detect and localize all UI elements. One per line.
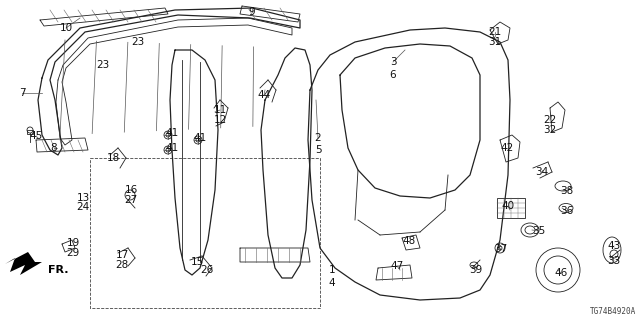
Text: 36: 36	[561, 206, 573, 216]
Text: 41: 41	[165, 143, 179, 153]
Text: 11: 11	[213, 105, 227, 115]
Text: 32: 32	[543, 125, 557, 135]
Text: 6: 6	[390, 70, 396, 80]
Text: 42: 42	[500, 143, 514, 153]
Text: 22: 22	[543, 115, 557, 125]
Text: 28: 28	[115, 260, 129, 270]
Text: TG74B4920A: TG74B4920A	[589, 307, 636, 316]
Text: 35: 35	[532, 226, 546, 236]
Polygon shape	[5, 252, 42, 275]
Text: 13: 13	[76, 193, 90, 203]
Text: 12: 12	[213, 115, 227, 125]
Text: 19: 19	[67, 238, 79, 248]
Text: 46: 46	[554, 268, 568, 278]
Text: 5: 5	[315, 145, 321, 155]
Text: 34: 34	[536, 167, 548, 177]
Text: 44: 44	[257, 90, 271, 100]
Text: 16: 16	[124, 185, 138, 195]
Text: 41: 41	[165, 128, 179, 138]
Text: 37: 37	[494, 244, 508, 254]
Text: 4: 4	[329, 278, 335, 288]
Bar	[90, 158, 320, 308]
Text: 26: 26	[200, 265, 214, 275]
Text: 48: 48	[403, 236, 415, 246]
Text: 1: 1	[329, 265, 335, 275]
Text: 8: 8	[51, 143, 58, 153]
Text: FR.: FR.	[48, 265, 68, 275]
Bar	[497, 198, 525, 218]
Text: 43: 43	[607, 241, 621, 251]
Text: 17: 17	[115, 250, 129, 260]
Text: 41: 41	[193, 133, 207, 143]
Text: 21: 21	[488, 27, 502, 37]
Text: 38: 38	[561, 186, 573, 196]
Text: 15: 15	[190, 257, 204, 267]
Text: 31: 31	[488, 37, 502, 47]
Text: 10: 10	[60, 23, 72, 33]
Text: 23: 23	[131, 37, 145, 47]
Text: 24: 24	[76, 202, 90, 212]
Text: 33: 33	[607, 256, 621, 266]
Bar	[27, 130, 33, 134]
Text: 40: 40	[501, 201, 515, 211]
Text: 3: 3	[390, 57, 396, 67]
Text: 2: 2	[315, 133, 321, 143]
Text: 39: 39	[469, 265, 483, 275]
Text: 9: 9	[249, 7, 255, 17]
Text: 47: 47	[390, 261, 404, 271]
Text: 7: 7	[19, 88, 26, 98]
Text: 18: 18	[106, 153, 120, 163]
Text: 29: 29	[67, 248, 79, 258]
Text: 45: 45	[29, 131, 43, 141]
Text: 27: 27	[124, 195, 138, 205]
Text: 23: 23	[97, 60, 109, 70]
